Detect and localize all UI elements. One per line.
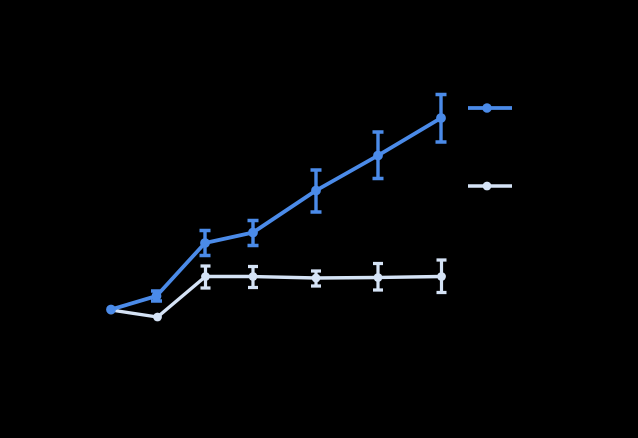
data-point-marker-pale [437, 272, 446, 281]
data-point-marker-pale [153, 312, 162, 322]
legend [468, 103, 512, 191]
legend-marker-pale [482, 181, 492, 191]
data-point-marker-pale [248, 272, 258, 281]
data-point-marker-blue [373, 150, 383, 161]
legend-entry-pale [468, 181, 512, 191]
data-point-marker-pale [201, 272, 210, 281]
data-point-marker-pale [311, 273, 321, 283]
data-point-marker-blue [248, 227, 258, 238]
data-point-marker-blue [311, 185, 321, 196]
data-point-marker-pale [373, 273, 383, 282]
series-layer [106, 92, 447, 322]
legend-entry-blue [468, 103, 512, 113]
series-blue [106, 92, 447, 315]
legend-marker-blue [482, 103, 492, 113]
data-point-marker-blue [436, 113, 446, 123]
data-point-marker-blue [200, 238, 210, 248]
data-point-marker-blue [106, 304, 116, 315]
data-point-marker-blue [151, 291, 162, 301]
